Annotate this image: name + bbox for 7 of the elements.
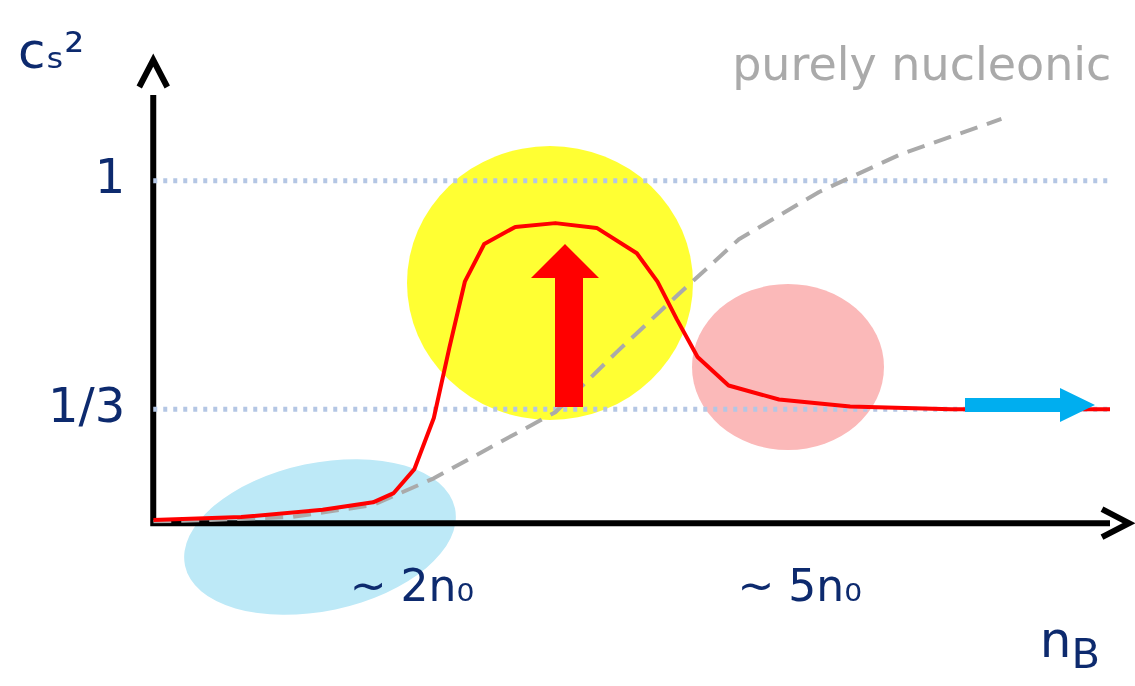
series-label: purely nucleonic	[732, 36, 1112, 91]
x-tick-label: ~ 5n₀	[737, 560, 862, 612]
y-tick-label: 1	[94, 148, 126, 205]
x-tick-label: ~ 2n₀	[349, 560, 475, 612]
x-axis-title: n$_{B}$	[1039, 611, 1100, 678]
y-tick-label: 1/3	[48, 376, 126, 433]
y-axis-title: cₛ²	[18, 22, 85, 80]
